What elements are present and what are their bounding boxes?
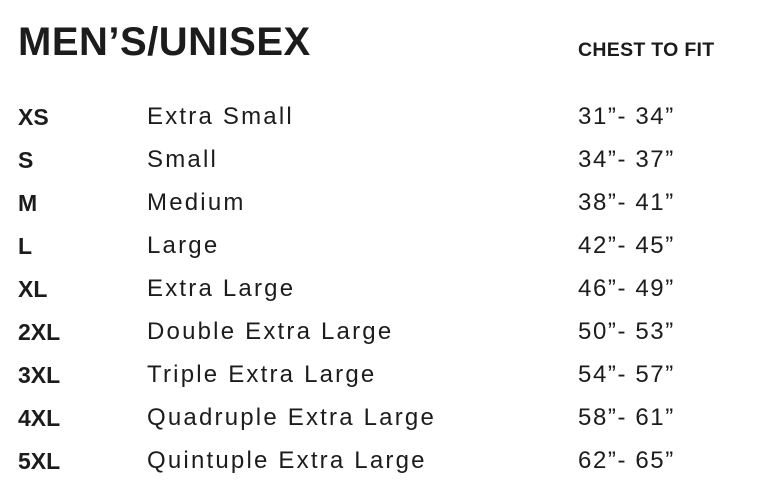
chest-range: 62”- 65” xyxy=(578,447,675,474)
size-code: 4XL xyxy=(18,405,61,431)
size-name: Quadruple Extra Large xyxy=(147,404,437,431)
size-name: Medium xyxy=(147,189,246,216)
size-code: XL xyxy=(18,276,48,302)
chest-column-header: CHEST TO FIT xyxy=(578,39,715,61)
size-code: 5XL xyxy=(18,448,61,474)
size-row: XS Extra Small 31”- 34” xyxy=(0,102,782,145)
size-code: S xyxy=(18,147,34,173)
size-name: Triple Extra Large xyxy=(147,361,377,388)
chest-range: 50”- 53” xyxy=(578,318,675,345)
size-name: Small xyxy=(147,146,219,173)
chest-range: 54”- 57” xyxy=(578,361,675,388)
size-row: M Medium 38”- 41” xyxy=(0,188,782,231)
size-name: Quintuple Extra Large xyxy=(147,447,427,474)
page-title: MEN’S/UNISEX xyxy=(18,20,311,64)
chest-range: 34”- 37” xyxy=(578,146,675,173)
size-row: XL Extra Large 46”- 49” xyxy=(0,274,782,317)
size-code: L xyxy=(18,233,33,259)
size-row: 5XL Quintuple Extra Large 62”- 65” xyxy=(0,446,782,489)
size-code: 3XL xyxy=(18,362,61,388)
size-row: S Small 34”- 37” xyxy=(0,145,782,188)
size-name: Large xyxy=(147,232,220,259)
chest-range: 58”- 61” xyxy=(578,404,675,431)
size-row: 3XL Triple Extra Large 54”- 57” xyxy=(0,360,782,403)
chest-range: 38”- 41” xyxy=(578,189,675,216)
chest-range: 31”- 34” xyxy=(578,103,675,130)
size-code: 2XL xyxy=(18,319,61,345)
size-name: Extra Large xyxy=(147,275,296,302)
size-code: M xyxy=(18,190,38,216)
size-row: L Large 42”- 45” xyxy=(0,231,782,274)
chest-range: 46”- 49” xyxy=(578,275,675,302)
size-row: 2XL Double Extra Large 50”- 53” xyxy=(0,317,782,360)
chest-range: 42”- 45” xyxy=(578,232,675,259)
size-name: Double Extra Large xyxy=(147,318,394,345)
size-code: XS xyxy=(18,104,49,130)
size-row: 4XL Quadruple Extra Large 58”- 61” xyxy=(0,403,782,446)
size-name: Extra Small xyxy=(147,103,294,130)
